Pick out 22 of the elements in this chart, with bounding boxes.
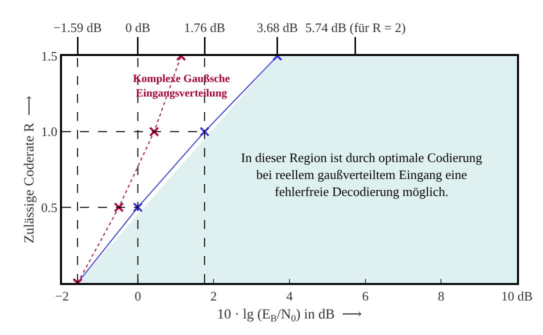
x2-tick-label: 5.74 dB (für R = 2) xyxy=(305,20,406,35)
y-tick-label: 0.5 xyxy=(41,200,58,215)
x-tick-label: 6 xyxy=(362,288,370,304)
x-tick-label: 0 xyxy=(134,288,142,304)
x-tick-label: 10 dB xyxy=(501,288,534,304)
point xyxy=(114,202,124,212)
x-axis-title: 10 · lg (E$_{B}$/N$_{0}$) in dB ⟶ xyxy=(217,307,362,324)
x-tick-label: 4 xyxy=(286,288,294,304)
x-tick-label: 2 xyxy=(210,288,217,304)
y-axis-title: Zulässige Coderate R ⟶ xyxy=(22,96,38,244)
x-tick-label: 8 xyxy=(438,288,444,304)
y-tick-label: 1.0 xyxy=(41,124,58,140)
x-tick-label: −2 xyxy=(55,288,69,304)
annotation: In dieser Region ist durch optimale Codierung bei reellem gaußverteiltem Eingang eine fehlerfreie Decodierung möglich. xyxy=(241,150,483,199)
x2-tick-label: 1.76 dB xyxy=(184,20,226,35)
y-tick-label: 1.5 xyxy=(41,48,58,64)
point xyxy=(149,126,160,137)
point xyxy=(200,126,210,137)
point xyxy=(132,202,143,212)
x2-tick-label: 3.68 dB xyxy=(256,20,298,35)
x2-tick-label: 0 dB xyxy=(125,20,151,35)
x2-tick-label: −1.59 dB xyxy=(53,20,102,35)
